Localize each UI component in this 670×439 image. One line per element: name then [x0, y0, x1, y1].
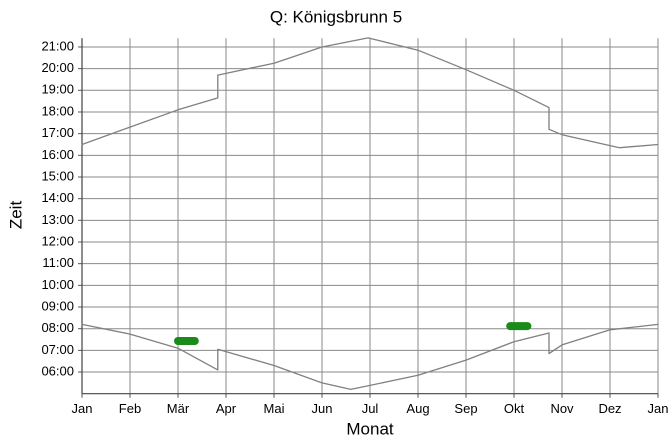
x-tick-label: Jun: [312, 401, 333, 416]
x-tick-label: Dez: [598, 401, 621, 416]
y-tick-label: 11:00: [42, 255, 74, 270]
y-tick-label: 21:00: [41, 38, 74, 53]
y-tick-label: 17:00: [41, 125, 74, 140]
series-line: [81, 323, 659, 391]
x-tick-label: Jan: [648, 401, 669, 416]
y-tick-label: 10:00: [41, 277, 74, 292]
y-tick-label: 09:00: [41, 298, 74, 313]
series-line: [81, 37, 659, 149]
x-tick-label: Aug: [406, 401, 429, 416]
y-tick-label: 13:00: [41, 212, 74, 227]
y-tick-label: 19:00: [41, 82, 74, 97]
x-tick-label: Jan: [72, 401, 93, 416]
y-tick-label: 15:00: [41, 168, 74, 183]
chart-title: Q: Königsbrunn 5: [270, 7, 402, 26]
x-tick-label: Feb: [119, 401, 141, 416]
y-axis-label: Zeit: [6, 201, 25, 230]
y-tick-label: 06:00: [41, 363, 74, 378]
x-axis-label: Monat: [346, 419, 394, 438]
x-tick-label: Apr: [216, 401, 237, 416]
y-tick-label: 14:00: [41, 190, 74, 205]
y-tick-label: 20:00: [41, 60, 74, 75]
x-tick-label: Jul: [362, 401, 379, 416]
x-tick-label: Okt: [504, 401, 525, 416]
y-tick-label: 08:00: [41, 320, 74, 335]
x-tick-label: Mär: [167, 401, 190, 416]
x-tick-label: Mai: [264, 401, 285, 416]
y-tick-label: 16:00: [41, 147, 74, 162]
y-tick-label: 18:00: [41, 103, 74, 118]
y-tick-label: 12:00: [41, 233, 74, 248]
y-tick-label: 07:00: [41, 342, 74, 357]
x-tick-label: Nov: [550, 401, 574, 416]
x-tick-label: Sep: [454, 401, 477, 416]
